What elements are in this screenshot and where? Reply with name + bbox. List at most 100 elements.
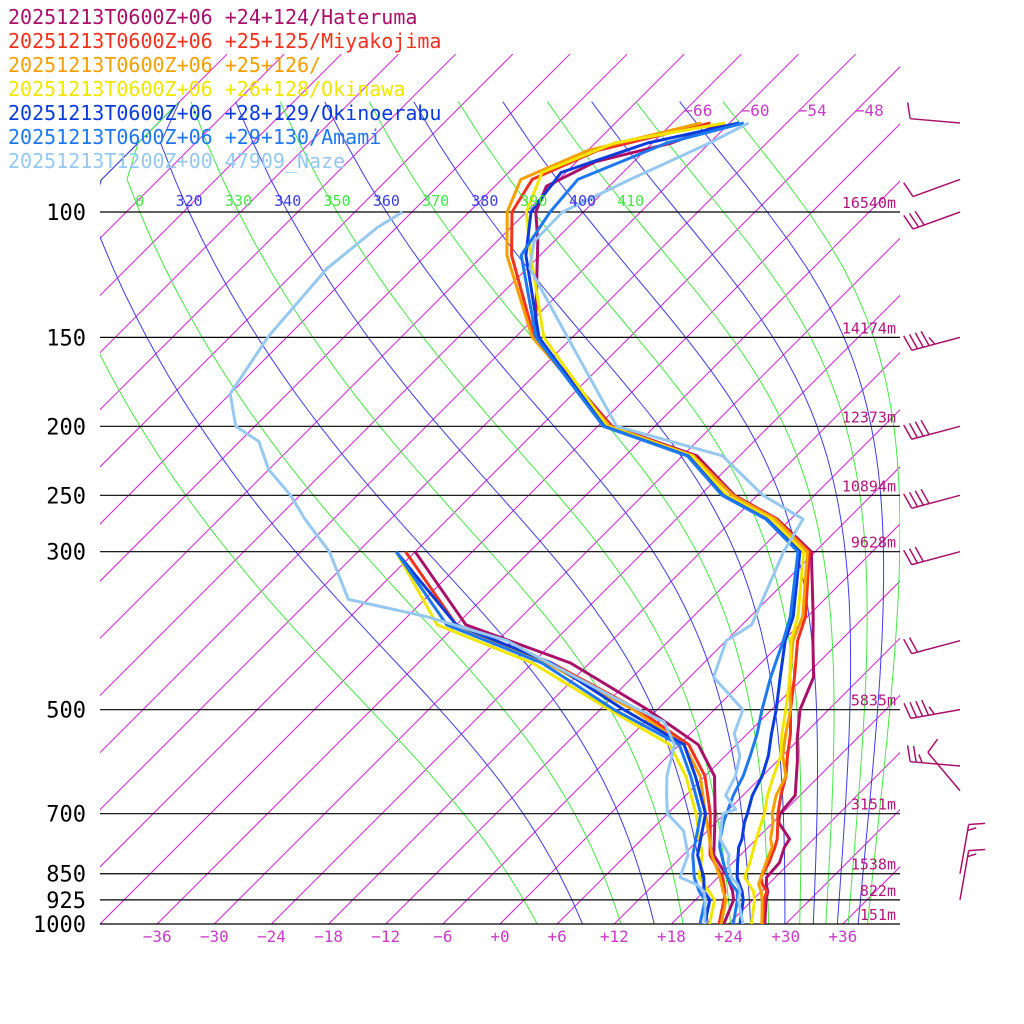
upper-temperature-label: −54 (798, 101, 827, 120)
pressure-label: 250 (46, 484, 86, 509)
axis-labels: 100 16540m 150 14174m 200 12373m 250 10894m 300 9… (33, 101, 896, 946)
theta-e-curve (546, 101, 835, 924)
theta-e-curves (100, 101, 900, 924)
dewpoint-line (394, 550, 712, 924)
wind-barb-feather (903, 549, 913, 566)
dewpoint-line (413, 550, 736, 924)
isotherm-line (100, 53, 857, 811)
isotherm-line (100, 53, 628, 582)
isotherm-line (671, 694, 900, 924)
height-label: 5835m (851, 692, 896, 710)
temperature-tick-label: +24 (714, 927, 743, 946)
theta-e-curve (413, 101, 786, 924)
wind-barb-feather (906, 102, 911, 119)
wind-barb-staff (959, 824, 970, 874)
wind-barb-feather (914, 546, 924, 562)
theta-e-curve (235, 101, 709, 924)
wind-barb-staff (911, 550, 961, 566)
isotherm-line (728, 751, 900, 924)
theta-e-curve (635, 101, 868, 924)
height-label: 16540m (842, 194, 896, 212)
temperature-line (524, 121, 802, 924)
isotherm-line (899, 923, 900, 924)
wind-barb-pennant (903, 182, 914, 197)
wind-barb-staff (910, 760, 961, 767)
isotherm-line (100, 53, 685, 639)
wind-barb-feather (921, 699, 930, 716)
pressure-label: 925 (46, 889, 86, 914)
wind-barb-feather (908, 491, 919, 508)
upper-temperature-label: −66 (683, 101, 712, 120)
pressure-label: 1000 (33, 913, 86, 938)
wind-barb-staff (912, 211, 961, 230)
wind-barb-feather (914, 421, 924, 437)
wind-barb-feather (903, 638, 913, 654)
dewpoint-line (394, 550, 717, 924)
wind-barb-feather (968, 822, 986, 826)
isotherm-line (100, 53, 228, 182)
temperature-tick-label: +30 (771, 927, 800, 946)
wind-barb-half-feather (918, 754, 923, 764)
isotherm-line (100, 53, 399, 354)
isobar-lines (100, 211, 900, 925)
wind-barb-feather (908, 422, 919, 439)
wind-barb-staff (910, 708, 961, 720)
height-label: 3151m (851, 796, 896, 814)
temperature-tick-label: +12 (600, 927, 629, 946)
upper-temperature-label: −60 (741, 101, 770, 120)
legend-entry: 20251213T0600Z+06 +25+125/Miyakojima (8, 29, 441, 53)
wind-barb-staff (911, 425, 961, 440)
isotherm-line (328, 351, 900, 924)
wind-barb-staff (911, 494, 961, 509)
height-label: 14174m (842, 319, 896, 337)
wind-barb-feather (920, 330, 930, 347)
theta-e-curve (126, 101, 622, 924)
temperature-line (505, 121, 809, 924)
theta-e-curve (502, 101, 818, 924)
isotherm-grid (100, 53, 1024, 924)
temperature-tick-label: −18 (314, 927, 343, 946)
wind-barb-staff (911, 336, 961, 352)
wind-barb-half-feather (928, 706, 935, 715)
wind-barb-feather (915, 700, 924, 717)
wind-barb-feather (903, 215, 914, 230)
temperature-tick-label: +18 (657, 927, 686, 946)
isotherm-line (100, 53, 285, 239)
pressure-label: 300 (46, 541, 86, 566)
isotherm-line (271, 294, 900, 924)
wind-barb-staff (910, 117, 961, 124)
wind-barb-half-feather (928, 336, 936, 345)
wind-barb-feather (903, 702, 912, 719)
isotherm-line (100, 53, 514, 468)
wind-barb-feather (914, 490, 924, 506)
wind-barb-feather (914, 332, 924, 348)
wind-barb-staff (959, 850, 970, 901)
theta-e-label: 330 (225, 192, 252, 210)
height-label: 151m (860, 906, 896, 924)
isotherm-line (957, 54, 1024, 924)
isotherm-line (100, 53, 457, 411)
wind-barb-feather (927, 738, 939, 753)
pressure-label: 100 (46, 201, 86, 226)
isotherm-line (213, 237, 900, 924)
wind-barb-feather (920, 419, 930, 435)
isotherm-line (613, 637, 900, 924)
theta-e-label: 390 (520, 192, 547, 210)
theta-e-label: 340 (274, 192, 301, 210)
wind-barbs (903, 102, 986, 901)
pressure-label: 200 (46, 415, 86, 440)
wind-barb-feather (908, 212, 920, 228)
legend: 20251213T0600Z+06 +24+124/Hateruma202512… (8, 5, 441, 173)
isotherm-line (385, 409, 900, 924)
pressure-label: 150 (46, 326, 86, 351)
wind-barb-feather (914, 210, 925, 226)
wind-barb-feather (912, 745, 917, 763)
isotherm-line (556, 580, 900, 924)
temperature-line (524, 121, 806, 924)
temperature-tick-label: −30 (200, 927, 229, 946)
height-label: 1538m (851, 856, 896, 874)
temperature-tick-label: +6 (548, 927, 567, 946)
theta-e-label: 370 (422, 192, 449, 210)
wind-barb-feather (908, 637, 919, 653)
isotherm-line (100, 53, 742, 697)
